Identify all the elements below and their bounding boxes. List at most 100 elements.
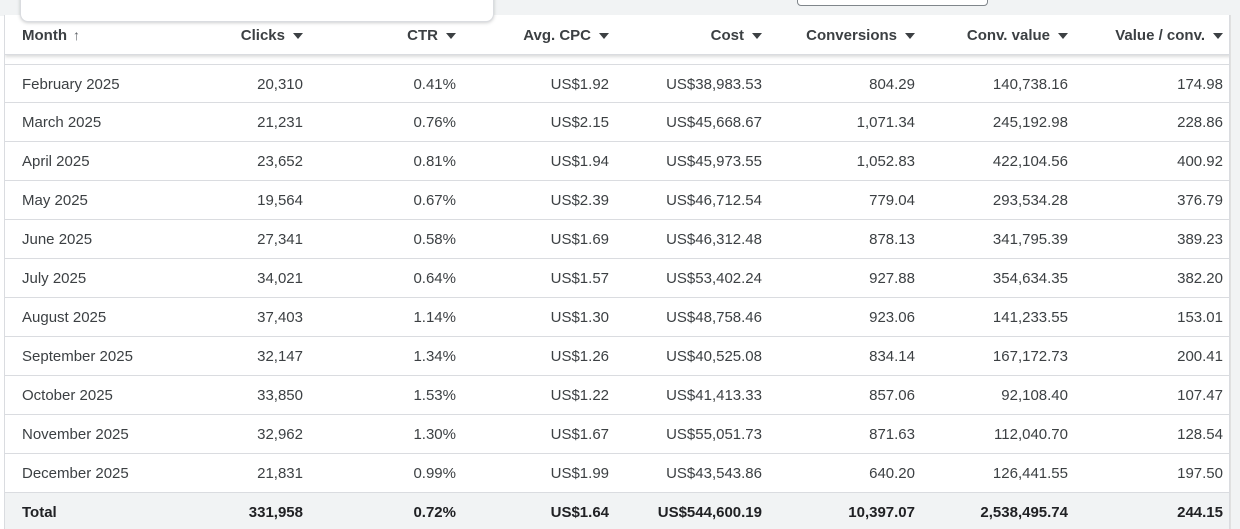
table-row[interactable]: June 2025 27,341 0.58% US$1.69 US$46,312.48 8… xyxy=(5,220,1229,259)
caret-down-icon[interactable] xyxy=(293,32,303,39)
cell-cost: US$46,712.54 xyxy=(666,191,762,209)
cell-clicks: 37,403 xyxy=(257,308,303,326)
table-header: Month ↑ Clicks CTR Avg. CPC Cost Convers… xyxy=(5,15,1229,55)
table-row[interactable]: May 2025 19,564 0.67% US$2.39 US$46,712.54 77… xyxy=(5,181,1229,220)
column-header-cost[interactable]: Cost xyxy=(625,15,762,55)
table-row[interactable]: March 2025 21,231 0.76% US$2.15 US$45,668.67… xyxy=(5,103,1229,142)
column-header-label: Clicks xyxy=(240,26,285,44)
column-header-label: Conversions xyxy=(806,26,897,44)
cell-ctr: 0.41% xyxy=(413,75,456,93)
cell-clicks: 32,147 xyxy=(257,347,303,365)
table-row[interactable]: August 2025 37,403 1.14% US$1.30 US$48,758.4… xyxy=(5,298,1229,337)
cell-conversions: 640.20 xyxy=(869,464,915,482)
column-header-ctr[interactable]: CTR xyxy=(335,15,456,55)
table-row[interactable]: September 2025 32,147 1.34% US$1.26 US$40,52… xyxy=(5,337,1229,376)
cell-cost: US$48,758.46 xyxy=(666,308,762,326)
cell-value-per-conv: 174.98 xyxy=(1177,75,1223,93)
cell-month: July 2025 xyxy=(22,269,87,287)
cell-month: November 2025 xyxy=(22,425,129,443)
cell-ctr: 1.53% xyxy=(413,386,456,404)
cell-value-per-conv: 400.92 xyxy=(1177,152,1223,170)
cell-avg-cpc: US$1.64 xyxy=(550,503,609,521)
cell-clicks: 23,652 xyxy=(257,152,303,170)
column-header-conversions[interactable]: Conversions xyxy=(785,15,915,55)
cell-cost: US$544,600.19 xyxy=(657,503,762,521)
popup-card[interactable] xyxy=(20,0,494,22)
cell-cost: US$45,973.55 xyxy=(666,152,762,170)
column-header-clicks[interactable]: Clicks xyxy=(175,15,303,55)
cell-ctr: 0.99% xyxy=(413,464,456,482)
cell-conversions: 1,071.34 xyxy=(856,113,915,131)
table-row[interactable]: April 2025 23,652 0.81% US$1.94 US$45,973.55… xyxy=(5,142,1229,181)
cell-month: Total xyxy=(22,503,57,521)
cell-month: December 2025 xyxy=(22,464,129,482)
cell-conv-value: 2,538,495.74 xyxy=(980,503,1068,521)
column-header-label: Avg. CPC xyxy=(523,26,591,44)
cell-conv-value: 354,634.35 xyxy=(992,269,1068,287)
cell-conversions: 10,397.07 xyxy=(848,503,915,521)
cell-ctr: 0.64% xyxy=(413,269,456,287)
caret-down-icon[interactable] xyxy=(599,32,609,39)
cell-cost: US$40,525.08 xyxy=(666,347,762,365)
cell-avg-cpc: US$1.57 xyxy=(550,269,609,287)
cell-cost: US$41,413.33 xyxy=(666,386,762,404)
caret-down-icon[interactable] xyxy=(905,32,915,39)
cell-clicks: 331,958 xyxy=(248,503,303,521)
column-header-value-per-conv[interactable]: Value / conv. xyxy=(1095,15,1223,55)
cell-value-per-conv: 389.23 xyxy=(1177,230,1223,248)
cell-cost: US$55,051.73 xyxy=(666,425,762,443)
toolbar-button[interactable] xyxy=(797,0,988,6)
arrow-up-icon: ↑ xyxy=(72,27,80,43)
cell-value-per-conv: 376.79 xyxy=(1177,191,1223,209)
caret-down-icon[interactable] xyxy=(1213,32,1223,39)
cell-value-per-conv: 128.54 xyxy=(1177,425,1223,443)
cell-conv-value: 293,534.28 xyxy=(992,191,1068,209)
cell-conv-value: 245,192.98 xyxy=(992,113,1068,131)
vertical-scrollbar[interactable] xyxy=(1230,15,1240,529)
cell-month: March 2025 xyxy=(22,113,102,131)
cell-avg-cpc: US$1.67 xyxy=(550,425,609,443)
cell-conversions: 779.04 xyxy=(869,191,915,209)
cell-clicks: 34,021 xyxy=(257,269,303,287)
table-row[interactable]: November 2025 32,962 1.30% US$1.67 US$55,051… xyxy=(5,415,1229,454)
cell-cost: US$38,983.53 xyxy=(666,75,762,93)
caret-down-icon[interactable] xyxy=(752,32,762,39)
column-header-label: Month xyxy=(22,26,67,44)
cell-clicks: 20,310 xyxy=(257,75,303,93)
column-header-label: Value / conv. xyxy=(1115,26,1205,44)
column-header-conv-value[interactable]: Conv. value xyxy=(935,15,1068,55)
cell-conv-value: 341,795.39 xyxy=(992,230,1068,248)
cell-conversions: 804.29 xyxy=(869,75,915,93)
cell-conv-value: 167,172.73 xyxy=(992,347,1068,365)
cell-value-per-conv: 107.47 xyxy=(1177,386,1223,404)
column-header-label: Conv. value xyxy=(966,26,1050,44)
cell-value-per-conv: 200.41 xyxy=(1177,347,1223,365)
cell-ctr: 1.34% xyxy=(413,347,456,365)
table-row[interactable]: July 2025 34,021 0.64% US$1.57 US$53,402.24 9… xyxy=(5,259,1229,298)
cell-conversions: 923.06 xyxy=(869,308,915,326)
column-header-avg-cpc[interactable]: Avg. CPC xyxy=(485,15,609,55)
cell-clicks: 19,564 xyxy=(257,191,303,209)
cell-conversions: 878.13 xyxy=(869,230,915,248)
cell-value-per-conv: 153.01 xyxy=(1177,308,1223,326)
column-header-month[interactable]: Month ↑ xyxy=(22,15,222,55)
cell-month: April 2025 xyxy=(22,152,90,170)
cell-conversions: 927.88 xyxy=(869,269,915,287)
cell-avg-cpc: US$2.39 xyxy=(550,191,609,209)
table-total-row: Total 331,958 0.72% US$1.64 US$544,600.19 10,… xyxy=(5,493,1229,529)
caret-down-icon[interactable] xyxy=(1058,32,1068,39)
cell-avg-cpc: US$1.99 xyxy=(550,464,609,482)
cell-conv-value: 140,738.16 xyxy=(992,75,1068,93)
cell-ctr: 1.30% xyxy=(413,425,456,443)
cell-conv-value: 422,104.56 xyxy=(992,152,1068,170)
cell-value-per-conv: 244.15 xyxy=(1177,503,1223,521)
table-row[interactable]: February 2025 20,310 0.41% US$1.92 US$38,983… xyxy=(5,64,1229,103)
cell-clicks: 21,831 xyxy=(257,464,303,482)
cell-ctr: 0.81% xyxy=(413,152,456,170)
cell-ctr: 0.72% xyxy=(413,503,456,521)
table-row[interactable]: December 2025 21,831 0.99% US$1.99 US$43,543… xyxy=(5,454,1229,493)
cell-ctr: 1.14% xyxy=(413,308,456,326)
caret-down-icon[interactable] xyxy=(446,32,456,39)
cell-clicks: 32,962 xyxy=(257,425,303,443)
table-row[interactable]: October 2025 33,850 1.53% US$1.22 US$41,413.… xyxy=(5,376,1229,415)
